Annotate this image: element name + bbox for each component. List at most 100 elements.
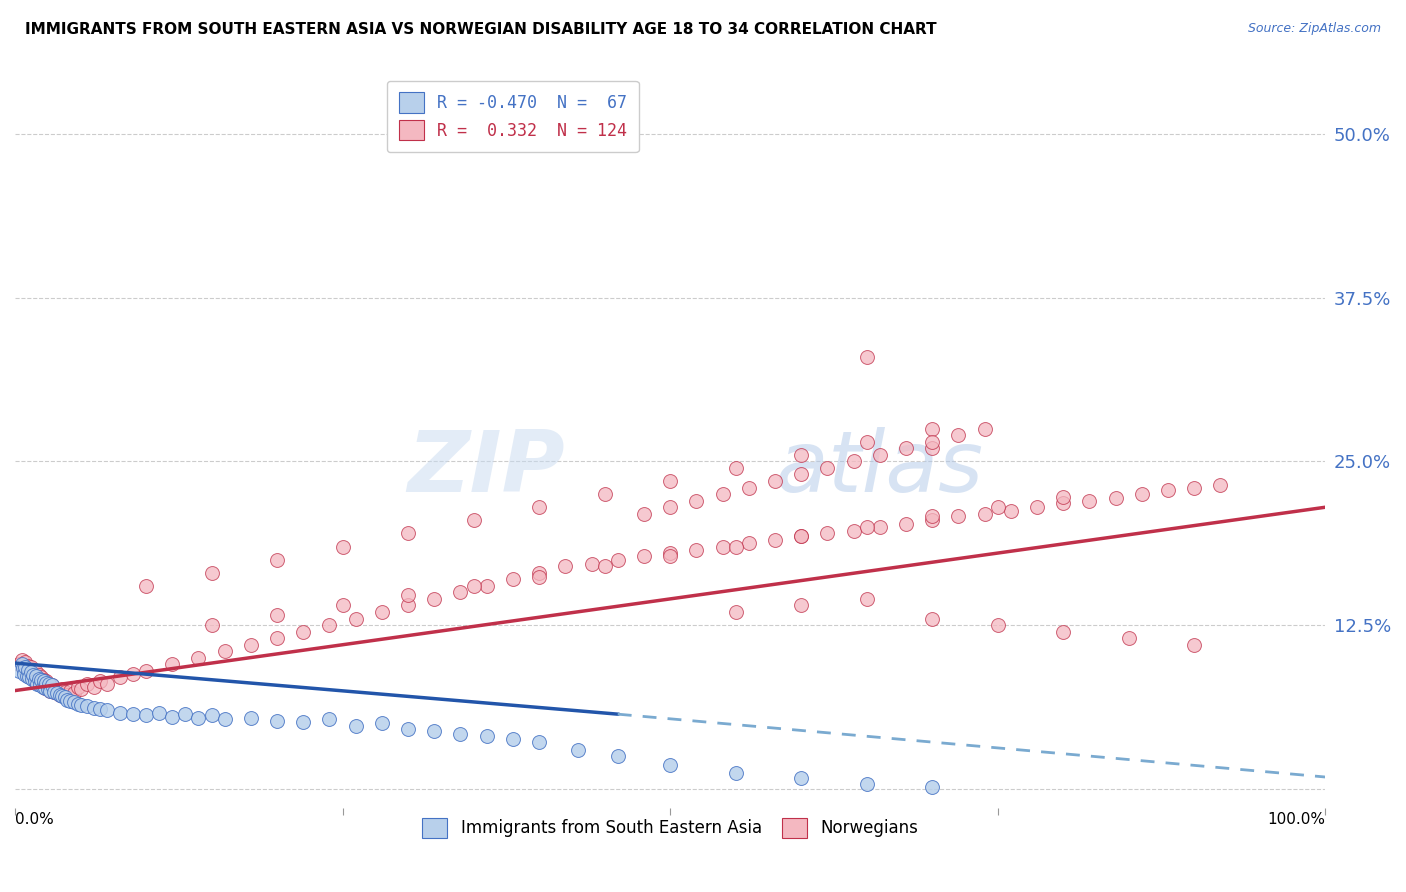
Point	[266, 631, 288, 645]
Point	[633, 507, 655, 521]
Point	[39, 683, 62, 698]
Point	[10, 657, 32, 672]
Point	[34, 681, 56, 695]
Point	[30, 671, 52, 685]
Point	[266, 552, 288, 566]
Point	[135, 708, 157, 723]
Point	[855, 776, 877, 790]
Text: 0.0%: 0.0%	[15, 812, 53, 827]
Point	[593, 559, 616, 574]
Point	[31, 678, 53, 692]
Point	[724, 540, 747, 554]
Point	[842, 454, 865, 468]
Point	[66, 680, 89, 694]
Point	[13, 661, 35, 675]
Point	[56, 692, 79, 706]
Point	[396, 722, 419, 736]
Point	[1078, 493, 1101, 508]
Point	[371, 716, 394, 731]
Point	[31, 680, 53, 694]
Point	[28, 677, 51, 691]
Point	[685, 543, 707, 558]
Point	[790, 529, 813, 543]
Point	[396, 588, 419, 602]
Point	[1182, 481, 1205, 495]
Point	[69, 698, 91, 712]
Point	[37, 682, 59, 697]
Point	[502, 572, 524, 586]
Point	[214, 712, 236, 726]
Point	[527, 566, 550, 580]
Point	[502, 732, 524, 747]
Point	[763, 533, 786, 547]
Point	[187, 711, 209, 725]
Point	[921, 442, 943, 456]
Point	[51, 682, 73, 697]
Point	[948, 509, 970, 524]
Point	[790, 529, 813, 543]
Point	[724, 766, 747, 780]
Point	[200, 708, 222, 723]
Point	[22, 663, 45, 677]
Point	[17, 663, 39, 677]
Point	[292, 624, 315, 639]
Point	[25, 665, 48, 680]
Point	[987, 500, 1010, 515]
Point	[27, 677, 49, 691]
Point	[921, 422, 943, 436]
Point	[28, 678, 51, 692]
Point	[30, 673, 52, 687]
Point	[96, 677, 118, 691]
Point	[14, 660, 37, 674]
Point	[135, 664, 157, 678]
Point	[581, 557, 603, 571]
Point	[1000, 504, 1022, 518]
Point	[7, 657, 30, 672]
Point	[1118, 631, 1140, 645]
Point	[27, 674, 49, 689]
Point	[11, 661, 34, 675]
Point	[1157, 483, 1180, 498]
Point	[38, 677, 60, 691]
Point	[685, 493, 707, 508]
Point	[44, 685, 66, 699]
Point	[59, 683, 82, 698]
Point	[69, 682, 91, 697]
Point	[1182, 638, 1205, 652]
Point	[51, 689, 73, 703]
Point	[344, 611, 367, 625]
Point	[815, 461, 838, 475]
Point	[921, 509, 943, 524]
Point	[39, 683, 62, 698]
Point	[332, 599, 354, 613]
Point	[239, 711, 262, 725]
Point	[22, 668, 45, 682]
Point	[24, 672, 46, 686]
Point	[18, 666, 41, 681]
Point	[7, 664, 30, 678]
Point	[66, 697, 89, 711]
Point	[475, 579, 498, 593]
Point	[423, 591, 446, 606]
Point	[89, 702, 111, 716]
Point	[15, 669, 38, 683]
Point	[948, 428, 970, 442]
Point	[973, 507, 995, 521]
Point	[108, 671, 131, 685]
Point	[855, 350, 877, 364]
Point	[35, 674, 58, 689]
Point	[41, 678, 63, 692]
Point	[63, 686, 86, 700]
Point	[53, 690, 76, 705]
Point	[187, 650, 209, 665]
Point	[1052, 490, 1074, 504]
Point	[842, 524, 865, 538]
Point	[56, 688, 79, 702]
Point	[45, 686, 67, 700]
Point	[11, 658, 34, 673]
Point	[38, 677, 60, 691]
Point	[790, 448, 813, 462]
Point	[606, 552, 628, 566]
Point	[344, 719, 367, 733]
Point	[63, 695, 86, 709]
